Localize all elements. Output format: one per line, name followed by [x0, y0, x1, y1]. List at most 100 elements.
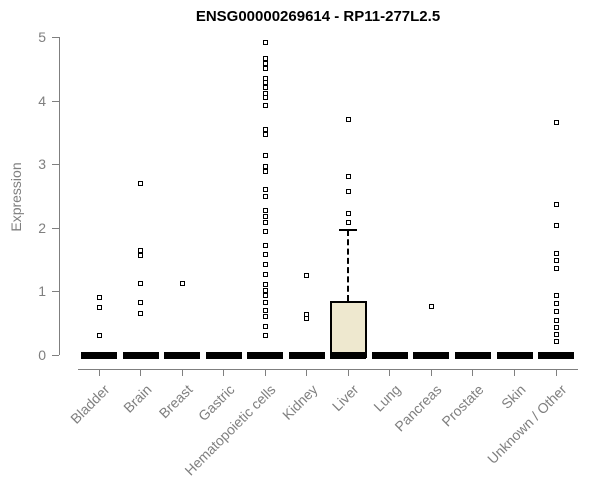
outlier-point	[262, 287, 268, 293]
outlier-point	[553, 250, 559, 256]
boxplot-median-bar	[496, 351, 533, 359]
outlier-point	[262, 314, 268, 320]
outlier-point	[553, 258, 559, 264]
outlier-point	[138, 253, 144, 259]
outlier-point	[262, 187, 268, 193]
boxplot-median-bar	[122, 351, 159, 359]
x-tick	[181, 369, 183, 376]
x-tick	[98, 369, 100, 376]
outlier-point	[262, 293, 268, 299]
chart-title: ENSG00000269614 - RP11-277L2.5	[195, 8, 441, 25]
boxplot-median-bar	[371, 351, 408, 359]
y-tick-label: 0	[38, 347, 46, 363]
outlier-point	[553, 338, 559, 344]
y-axis-label: Expression	[8, 162, 24, 232]
outlier-point	[553, 325, 559, 331]
y-tick	[52, 227, 59, 229]
boxplot-median-bar	[205, 351, 242, 359]
boxplot-box	[329, 300, 367, 359]
outlier-point	[553, 120, 559, 126]
outlier-point	[428, 304, 434, 310]
outlier-point	[138, 280, 144, 286]
boxplot-median-bar	[247, 351, 284, 359]
outlier-point	[553, 301, 559, 306]
outlier-point	[553, 202, 559, 208]
outlier-point	[262, 152, 268, 158]
outlier-point	[262, 207, 268, 213]
y-tick-label: 1	[38, 283, 46, 300]
boxplot-median-bar	[538, 351, 574, 359]
boxplot-median-bar	[330, 351, 367, 359]
y-axis-line	[59, 37, 60, 355]
outlier-point	[262, 220, 268, 226]
outlier-point	[262, 80, 268, 86]
outlier-point	[553, 309, 559, 315]
outlier-point	[262, 66, 268, 72]
outlier-point	[553, 293, 559, 299]
outlier-point	[262, 300, 268, 306]
x-tick	[514, 369, 515, 376]
outlier-point	[262, 163, 268, 169]
outlier-point	[262, 131, 268, 137]
outlier-point	[553, 332, 559, 338]
outlier-point	[138, 300, 144, 306]
outlier-point	[262, 55, 268, 61]
outlier-point	[262, 39, 268, 45]
x-tick	[430, 369, 432, 376]
outlier-point	[262, 228, 268, 234]
y-tick-label: 5	[38, 29, 46, 45]
x-tick	[306, 369, 308, 376]
outlier-point	[345, 210, 351, 216]
outlier-point	[262, 85, 268, 91]
outlier-point	[96, 295, 102, 301]
whisker-line	[347, 229, 350, 301]
y-tick-label: 4	[38, 92, 46, 109]
outlier-point	[345, 174, 351, 180]
outlier-point	[138, 247, 144, 253]
outlier-point	[262, 94, 268, 100]
outlier-point	[262, 61, 268, 67]
x-axis-line	[78, 369, 578, 370]
outlier-point	[345, 189, 351, 194]
boxplot-median-bar	[288, 351, 325, 359]
outlier-point	[262, 252, 268, 257]
y-tick-label: 3	[38, 156, 46, 173]
x-tick	[347, 369, 349, 376]
outlier-point	[138, 180, 144, 186]
outlier-point	[262, 103, 268, 109]
boxplot-median-bar	[454, 351, 491, 359]
y-tick	[52, 291, 59, 293]
outlier-point	[262, 281, 268, 287]
y-tick	[52, 355, 59, 356]
x-tick	[264, 369, 266, 376]
outlier-point	[262, 323, 268, 329]
outlier-point	[262, 243, 268, 249]
x-tick	[555, 369, 557, 376]
outlier-point	[345, 117, 351, 123]
outlier-point	[345, 219, 351, 225]
x-tick	[140, 369, 142, 376]
outlier-point	[262, 213, 268, 219]
boxplot-median-bar	[81, 351, 117, 359]
outlier-point	[262, 272, 268, 278]
x-tick	[223, 369, 225, 376]
outlier-point	[304, 316, 310, 322]
x-tick	[472, 369, 474, 376]
y-tick	[52, 37, 59, 38]
outlier-point	[262, 262, 268, 268]
outlier-point	[553, 222, 559, 228]
outlier-point	[262, 126, 268, 132]
boxplot-median-bar	[164, 351, 201, 359]
outlier-point	[262, 169, 268, 175]
outlier-point	[138, 310, 144, 316]
y-tick	[52, 164, 59, 166]
outlier-point	[262, 333, 268, 339]
outlier-point	[262, 308, 268, 313]
outlier-point	[179, 280, 185, 286]
outlier-point	[96, 332, 102, 338]
boxplot-median-bar	[413, 351, 450, 359]
y-tick	[52, 100, 59, 102]
y-tick-label: 2	[38, 219, 46, 236]
x-tick	[389, 369, 391, 376]
